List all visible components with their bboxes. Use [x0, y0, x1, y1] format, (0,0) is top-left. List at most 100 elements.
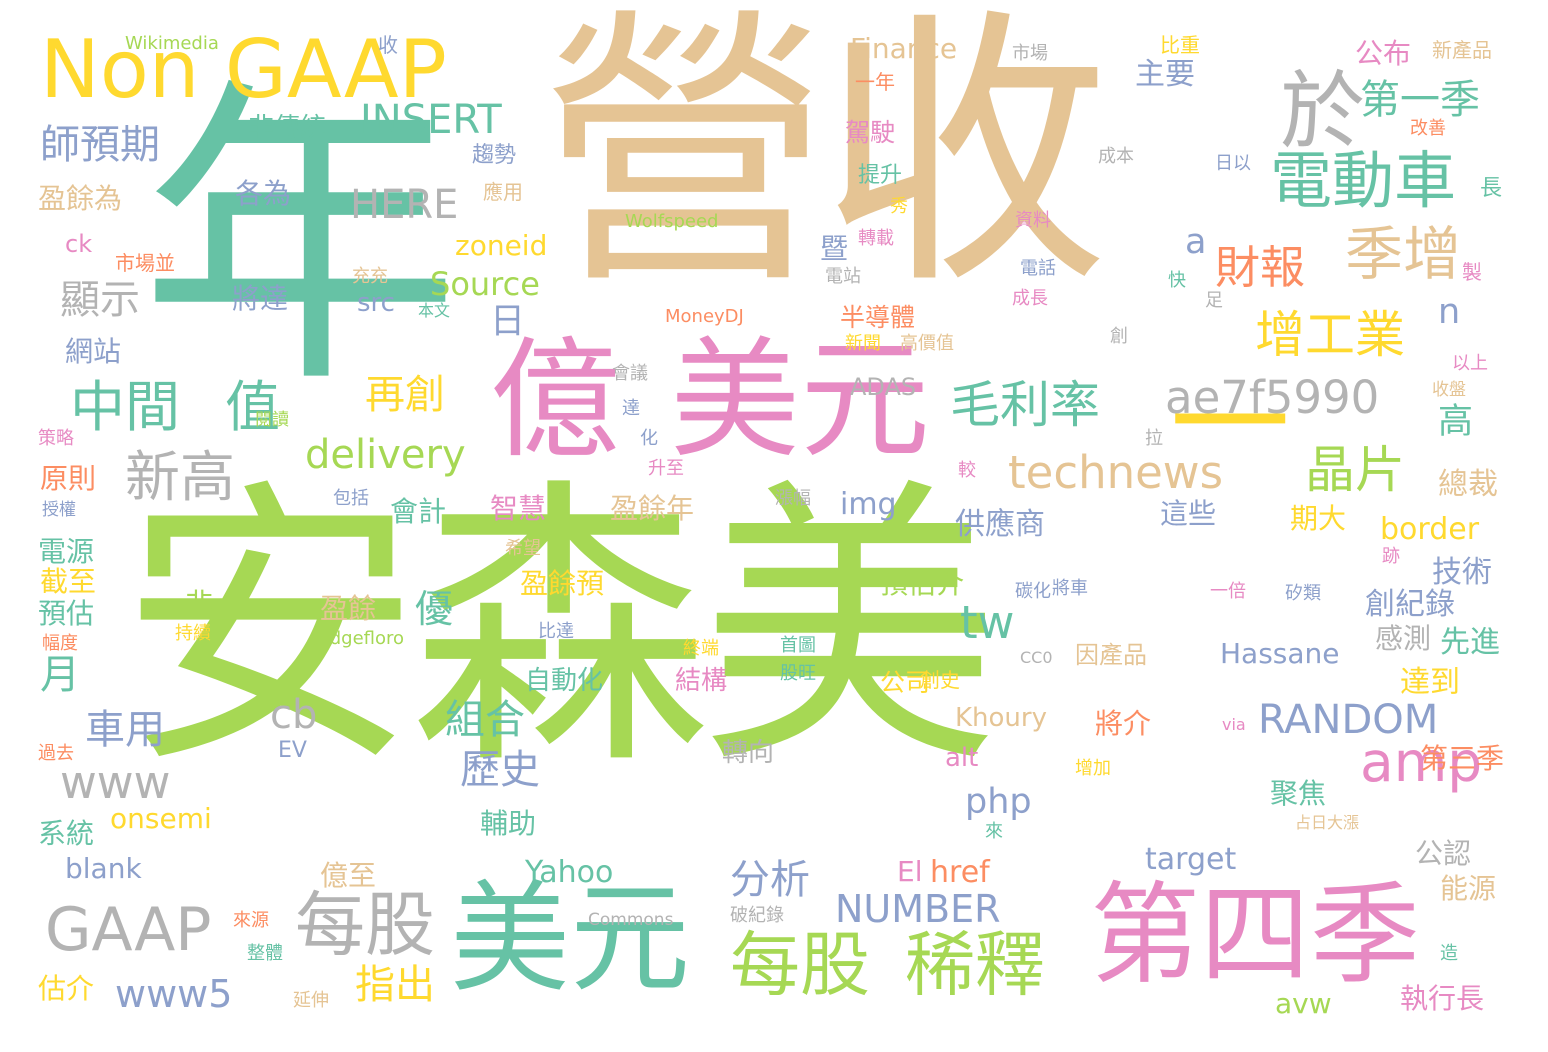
cloud-word: 市場 [1012, 43, 1048, 64]
cloud-word: 各為 [235, 177, 292, 210]
cloud-word: 閱讀 [255, 410, 289, 430]
cloud-word: 成長 [1012, 288, 1048, 309]
cloud-word: 月 [40, 652, 80, 698]
cloud-word: Yahoo [525, 855, 614, 890]
cloud-word: 將車 [1052, 578, 1088, 599]
cloud-word: 破紀錄 [730, 905, 784, 926]
cloud-word: blank [65, 852, 142, 885]
cloud-word: 歷史 [460, 747, 540, 793]
cloud-word: border [1380, 512, 1480, 547]
cloud-word: INSERT [360, 97, 502, 143]
cloud-word: 車用 [85, 707, 165, 753]
cloud-word: 改善 [1410, 118, 1446, 139]
cloud-word: 結構 [675, 666, 728, 696]
cloud-word: CC0 [1020, 648, 1053, 667]
cloud-word: 授權 [42, 500, 76, 520]
cloud-word: 本文 [418, 301, 451, 320]
cloud-word: 提升 [858, 163, 903, 188]
cloud-word: 達 [622, 398, 640, 419]
cloud-word: 日 [490, 302, 526, 342]
cloud-word: 資料 [1015, 210, 1051, 231]
cloud-word: onsemi [110, 802, 212, 835]
cloud-word: 每股 [295, 884, 435, 966]
cloud-word: Non GAAP [40, 23, 447, 116]
cloud-word: 增加 [1075, 758, 1111, 779]
cloud-word: MoneyDJ [665, 306, 744, 327]
cloud-word: 轉載 [858, 228, 894, 249]
cloud-word: zoneid [455, 229, 548, 262]
cloud-word: 策略 [38, 428, 74, 449]
cloud-word: 期大 [1290, 502, 1347, 535]
cloud-word: 分析 [730, 857, 810, 903]
cloud-word: 財報 [1215, 241, 1306, 294]
cloud-word: 電動車 [1270, 144, 1457, 217]
cloud-word: 創史 [920, 668, 960, 692]
cloud-word: 估介 [38, 972, 95, 1005]
cloud-word: 收盤 [1432, 380, 1466, 400]
cloud-word: 原則 [40, 462, 97, 495]
cloud-word: 造 [1440, 943, 1458, 964]
cloud-word: target [1145, 842, 1237, 877]
cloud-word: Hassane [1220, 637, 1340, 670]
cloud-word: 秀 [890, 196, 908, 217]
cloud-word: 盈餘預 [520, 567, 605, 600]
cloud-word: 主要 [1135, 57, 1195, 92]
cloud-word: 感測 [1375, 622, 1432, 655]
cloud-word: 創 [1110, 326, 1128, 347]
cloud-word: 第三季 [1420, 742, 1505, 775]
cloud-word: 電源 [38, 535, 95, 568]
cloud-word: 第一季 [1360, 77, 1480, 123]
cloud-word: 晶片 [1305, 441, 1405, 499]
cloud-word: 年 [140, 54, 460, 426]
cloud-word: 來源 [233, 910, 269, 931]
cloud-word: 億 [490, 324, 621, 476]
cloud-word: 中間 [70, 375, 181, 439]
cloud-word: 預估介 [880, 567, 965, 600]
cloud-word: 首圖 [780, 635, 816, 656]
cloud-word: 公司 [880, 668, 931, 697]
cloud-word: 快 [1168, 270, 1186, 291]
cloud-word: Judgefloro [313, 628, 405, 649]
cloud-word: RANDOM [1258, 697, 1439, 743]
cloud-word: 安森美 [120, 455, 1000, 804]
cloud-word: 於 [1280, 63, 1366, 162]
cloud-word: 盈餘為 [38, 182, 123, 215]
cloud-word: 整體 [247, 943, 283, 964]
cloud-word: 美元 [670, 324, 931, 476]
cloud-word: 日以 [1215, 153, 1251, 174]
cloud-word: img [840, 487, 897, 522]
cloud-word: 股旺 [780, 663, 816, 684]
cloud-word: 希望 [505, 538, 541, 559]
cloud-word: Khoury [955, 703, 1047, 733]
cloud-word: href [930, 855, 990, 890]
cloud-word: 預估 [38, 597, 95, 630]
cloud-word: 長 [1480, 176, 1503, 201]
cloud-word: 一倍 [1210, 581, 1246, 602]
cloud-word: 暨 [820, 232, 849, 265]
cloud-word: 新產品 [1432, 38, 1492, 62]
cloud-word: Commons [588, 910, 674, 930]
cloud-word: 半導體 [840, 303, 916, 332]
cloud-word: 高價值 [900, 333, 954, 354]
cloud-word: 製 [1462, 260, 1482, 284]
cloud-word: Wolfspeed [625, 211, 719, 232]
cloud-word: 成本 [1098, 146, 1134, 167]
cloud-word: 盈餘年 [610, 492, 695, 525]
cloud-word: 過去 [38, 743, 74, 764]
cloud-word: 終端 [683, 638, 719, 659]
cloud-word: 比重 [1160, 33, 1200, 57]
cloud-word: 增工業 [1255, 306, 1405, 364]
cloud-word: 第四季 [1090, 871, 1420, 999]
cloud-word: 延伸 [293, 990, 329, 1011]
cloud-word: 升至 [648, 458, 684, 479]
cloud-word: 公布 [1355, 37, 1412, 70]
cloud-word: 智慧 [490, 492, 547, 525]
cloud-word: 供應商 [955, 507, 1045, 542]
cloud-word: 持續 [175, 623, 211, 644]
cloud-word: GAAP [45, 895, 212, 965]
cloud-word: 指出 [355, 962, 435, 1008]
cloud-word: EV [278, 738, 307, 763]
cloud-word: n [1438, 292, 1461, 332]
cloud-word: 美元 [450, 870, 690, 1009]
cloud-word: 矽類 [1285, 583, 1321, 604]
